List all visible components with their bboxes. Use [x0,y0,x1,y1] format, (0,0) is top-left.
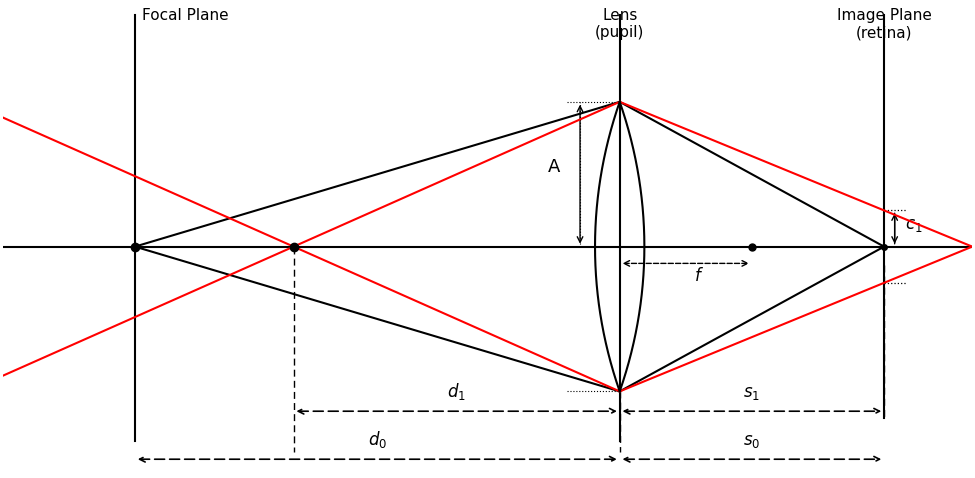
Text: $c_1$: $c_1$ [905,216,922,234]
Text: A: A [547,158,560,176]
Text: $d_0$: $d_0$ [368,429,387,450]
Text: Lens
(pupil): Lens (pupil) [595,8,644,40]
Text: $f$: $f$ [694,267,704,285]
Text: $s_1$: $s_1$ [743,384,761,402]
Text: Focal Plane: Focal Plane [142,8,229,22]
Text: $s_0$: $s_0$ [743,432,761,450]
Text: Image Plane
(retina): Image Plane (retina) [837,8,931,40]
Text: $d_1$: $d_1$ [448,381,466,402]
